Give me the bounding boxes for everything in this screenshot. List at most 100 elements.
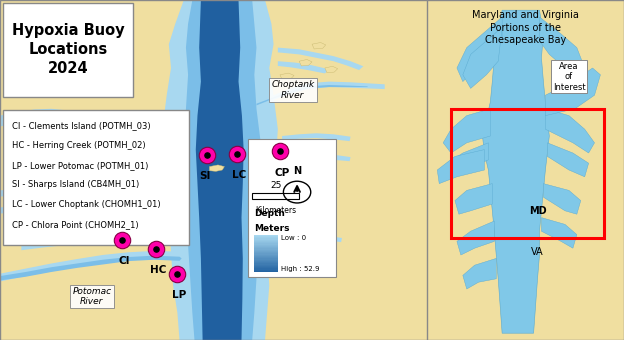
Bar	[255, 247, 278, 248]
Point	[151, 246, 161, 252]
Polygon shape	[210, 165, 225, 171]
Polygon shape	[463, 27, 502, 88]
Polygon shape	[312, 42, 326, 49]
Polygon shape	[437, 150, 484, 184]
Polygon shape	[256, 85, 368, 105]
Bar	[255, 266, 278, 267]
Polygon shape	[545, 68, 600, 116]
Polygon shape	[482, 10, 549, 333]
Bar	[255, 257, 278, 258]
Polygon shape	[162, 0, 278, 340]
Text: MD: MD	[529, 206, 547, 216]
Bar	[255, 267, 278, 268]
Polygon shape	[196, 0, 243, 340]
Bar	[255, 261, 278, 262]
Polygon shape	[256, 82, 385, 107]
Text: Hypoxia Buoy
Locations
2024: Hypoxia Buoy Locations 2024	[12, 22, 125, 76]
Point	[151, 246, 161, 252]
Text: N: N	[293, 166, 301, 176]
Text: Area
of
Interest: Area of Interest	[553, 62, 585, 92]
Polygon shape	[278, 48, 363, 70]
Polygon shape	[278, 61, 329, 73]
Text: LC - Lower Choptank (CHOMH1_01): LC - Lower Choptank (CHOMH1_01)	[12, 200, 160, 209]
Bar	[255, 251, 278, 252]
Bar	[255, 263, 278, 265]
Text: LP - Lower Potomac (POTMH_01): LP - Lower Potomac (POTMH_01)	[12, 161, 149, 170]
Polygon shape	[291, 231, 342, 242]
Bar	[255, 240, 278, 241]
Bar	[255, 236, 278, 237]
Text: Low : 0: Low : 0	[281, 235, 306, 241]
Bar	[255, 253, 278, 255]
Bar	[255, 248, 278, 250]
Polygon shape	[457, 17, 502, 82]
Polygon shape	[282, 133, 351, 141]
Point	[172, 271, 182, 276]
Bar	[255, 259, 278, 261]
Point	[117, 237, 127, 242]
Text: 25: 25	[270, 182, 281, 190]
Polygon shape	[455, 184, 492, 214]
Polygon shape	[150, 230, 165, 236]
Bar	[255, 262, 278, 263]
Polygon shape	[0, 186, 60, 197]
Text: HC: HC	[150, 265, 167, 275]
Polygon shape	[182, 0, 261, 340]
Polygon shape	[280, 73, 294, 80]
Polygon shape	[0, 109, 94, 126]
Text: CI - Clements Island (POTMH_03): CI - Clements Island (POTMH_03)	[12, 121, 150, 130]
Bar	[255, 252, 278, 253]
Bar	[255, 265, 278, 266]
Bar	[255, 244, 278, 246]
Bar	[255, 270, 278, 271]
Polygon shape	[282, 154, 351, 161]
Polygon shape	[325, 66, 338, 73]
Point	[202, 152, 212, 157]
Text: Maryland and Virginia
Portions of the
Chesapeake Bay: Maryland and Virginia Portions of the Ch…	[472, 10, 579, 45]
Polygon shape	[443, 109, 490, 153]
Bar	[255, 241, 278, 242]
Bar	[255, 238, 278, 240]
Point	[275, 149, 285, 154]
Point	[172, 271, 182, 276]
Bar	[255, 235, 278, 236]
Bar	[451, 109, 604, 238]
Polygon shape	[540, 17, 585, 82]
Bar	[255, 243, 278, 244]
Text: HC - Herring Creek (POTMH_02): HC - Herring Creek (POTMH_02)	[12, 141, 145, 150]
Polygon shape	[544, 184, 581, 214]
Bar	[248, 139, 336, 277]
Polygon shape	[109, 195, 122, 202]
Bar	[252, 193, 300, 199]
Text: Depth: Depth	[255, 209, 285, 218]
Polygon shape	[0, 256, 182, 280]
Text: LP: LP	[172, 290, 187, 300]
Text: Potomac
River: Potomac River	[72, 287, 112, 306]
Polygon shape	[132, 216, 145, 223]
Polygon shape	[0, 251, 184, 282]
Point	[202, 152, 212, 157]
FancyBboxPatch shape	[3, 110, 189, 245]
Text: Meters: Meters	[255, 224, 290, 233]
Text: SI: SI	[200, 171, 211, 181]
Text: LC: LC	[232, 170, 246, 180]
Text: CP - Chlora Point (CHOMH2_1): CP - Chlora Point (CHOMH2_1)	[12, 220, 139, 229]
Point	[232, 151, 242, 156]
Polygon shape	[457, 221, 494, 255]
Bar	[255, 258, 278, 259]
Text: Choptank
River: Choptank River	[271, 80, 314, 100]
Polygon shape	[300, 59, 312, 66]
Polygon shape	[542, 218, 577, 248]
Text: CI: CI	[118, 256, 130, 266]
Text: VA: VA	[531, 246, 544, 257]
Point	[117, 237, 127, 242]
Bar	[255, 246, 278, 247]
Bar	[255, 255, 278, 256]
Point	[232, 151, 242, 156]
Bar	[255, 250, 278, 251]
Polygon shape	[0, 204, 56, 214]
Polygon shape	[21, 240, 77, 250]
Bar	[255, 242, 278, 243]
Polygon shape	[463, 258, 496, 289]
FancyBboxPatch shape	[3, 3, 134, 97]
